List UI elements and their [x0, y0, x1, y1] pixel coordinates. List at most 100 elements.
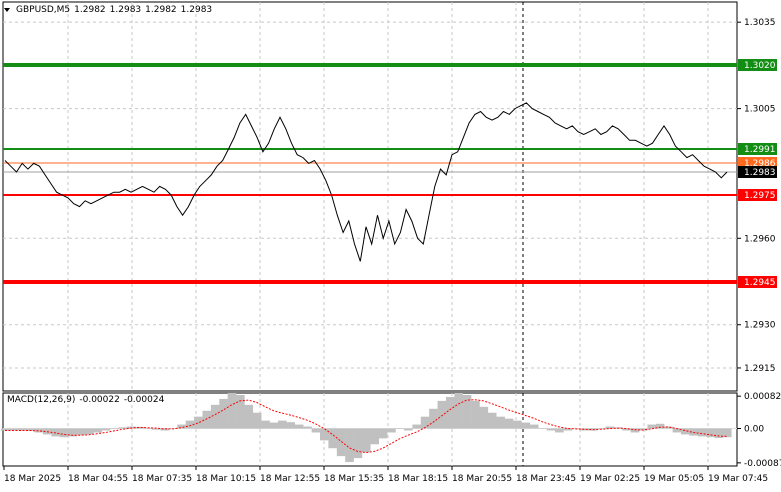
macd-histogram-bar [34, 428, 44, 433]
macd-histogram-bar [387, 428, 396, 433]
macd-histogram-bar [202, 410, 212, 429]
macd-histogram-bar [529, 424, 539, 429]
y-tick-label: 1.2930 [744, 321, 776, 331]
macd-histogram-bar [311, 428, 321, 433]
macd-histogram-bar [546, 428, 556, 431]
macd-histogram-bar [487, 412, 497, 429]
macd-histogram-bar [9, 428, 18, 431]
macd-histogram-bar [26, 428, 35, 431]
ohlc-close: 1.2983 [180, 5, 213, 15]
macd-histogram-bar [412, 424, 421, 429]
macd-histogram-bar [143, 428, 153, 430]
level-price-label: 1.2986 [744, 159, 776, 169]
macd-histogram-bar [655, 423, 665, 429]
macd-histogram-bar [639, 428, 648, 431]
macd-histogram-bar [76, 428, 86, 436]
macd-histogram-bar [622, 428, 631, 431]
macd-histogram-bar [227, 393, 237, 429]
macd-histogram-bar [403, 428, 413, 431]
macd-histogram-bar [647, 424, 657, 429]
macd-histogram-bar [630, 428, 640, 433]
x-tick-label: 18 Mar 2025 [4, 474, 61, 484]
level-price-label: 1.2983 [744, 168, 776, 178]
x-tick-label: 18 Mar 15:35 [324, 474, 384, 484]
macd-histogram-bar [194, 416, 203, 429]
macd-histogram-bar [672, 428, 682, 433]
macd-histogram-bar [555, 428, 564, 433]
macd-histogram-bar [370, 428, 379, 445]
ohlc-high: 1.2983 [109, 5, 142, 15]
macd-histogram-bar [101, 428, 111, 431]
macd-histogram-bar [68, 428, 77, 437]
macd-histogram-bar [118, 427, 128, 429]
macd-histogram-bar [294, 424, 304, 429]
level-price-tag [738, 276, 777, 288]
x-tick-label: 19 Mar 05:05 [644, 474, 704, 484]
macd-histogram-bar [328, 428, 338, 449]
y-tick-label: 1.3035 [744, 18, 776, 28]
x-tick-label: 19 Mar 07:45 [708, 474, 768, 484]
macd-histogram-bar [320, 428, 329, 441]
level-price-tag [738, 189, 777, 201]
macd-histogram-bar [454, 393, 463, 429]
macd-histogram-bar [471, 400, 480, 429]
macd-histogram-bar [496, 416, 505, 429]
macd-histogram-bar [437, 400, 447, 429]
macd-histogram-bar [345, 428, 354, 463]
macd-histogram-bar [1, 428, 10, 431]
macd-header: MACD(12,26,9) -0.00022 -0.00024 [7, 395, 168, 405]
macd-histogram-bar [261, 420, 270, 429]
macd-histogram-bar [303, 426, 312, 429]
macd-histogram-bar [714, 428, 724, 438]
macd-histogram-bar [160, 428, 170, 431]
x-tick-label: 18 Mar 07:35 [132, 474, 192, 484]
macd-histogram-bar [185, 420, 195, 429]
macd-histogram-bar [605, 426, 615, 429]
macd-histogram-bar [420, 416, 430, 429]
macd-histogram-bar [278, 420, 287, 429]
macd-histogram-bar [429, 408, 438, 429]
macd-histogram-bar [706, 428, 715, 438]
level-price-tag [738, 143, 777, 155]
macd-histogram-bar [269, 422, 279, 429]
macd-histogram-bar [252, 412, 262, 429]
macd-histogram-bar [723, 428, 732, 438]
x-tick-label: 18 Mar 18:15 [388, 474, 448, 484]
macd-histogram-bar [580, 428, 589, 431]
x-tick-label: 18 Mar 23:45 [516, 474, 576, 484]
chart-header: GBPUSD,M5 1.2982 1.2983 1.2982 1.2983 [4, 3, 212, 17]
macd-histogram-bar [110, 428, 119, 430]
dropdown-triangle-icon[interactable] [4, 8, 10, 12]
macd-histogram-bar [177, 424, 186, 429]
macd-main-value: -0.00022 [79, 395, 120, 405]
ohlc-low: 1.2982 [145, 5, 177, 15]
level-price-label: 1.2991 [744, 145, 776, 155]
macd-histogram-bar [521, 422, 531, 429]
price-line [4, 102, 728, 262]
macd-histogram-bar [378, 428, 388, 439]
macd-y-tick-label: 0.00082 [744, 392, 781, 402]
macd-title: MACD(12,26,9) [7, 395, 76, 405]
macd-histogram-bar [286, 422, 296, 429]
ohlc-open: 1.2982 [74, 5, 106, 15]
level-price-tag [738, 59, 777, 71]
macd-histogram-bar [135, 426, 144, 429]
x-tick-label: 18 Mar 10:15 [196, 474, 256, 484]
x-tick-label: 18 Mar 04:55 [68, 474, 128, 484]
macd-histogram-bar [59, 428, 69, 438]
macd-histogram-bar [362, 428, 371, 453]
macd-histogram-bar [84, 428, 94, 435]
x-tick-label: 19 Mar 02:25 [580, 474, 640, 484]
macd-histogram-bar [445, 396, 455, 429]
level-price-label: 1.2975 [744, 191, 776, 201]
macd-histogram-bar [479, 406, 489, 429]
macd-histogram-bar [513, 420, 522, 429]
macd-y-tick-label: 0.00 [744, 425, 764, 435]
macd-histogram-bar [697, 428, 707, 437]
macd-histogram-bar [219, 398, 228, 429]
level-price-label: 1.2945 [744, 278, 776, 288]
macd-histogram-bar [126, 426, 136, 429]
macd-histogram-bar [336, 428, 346, 457]
